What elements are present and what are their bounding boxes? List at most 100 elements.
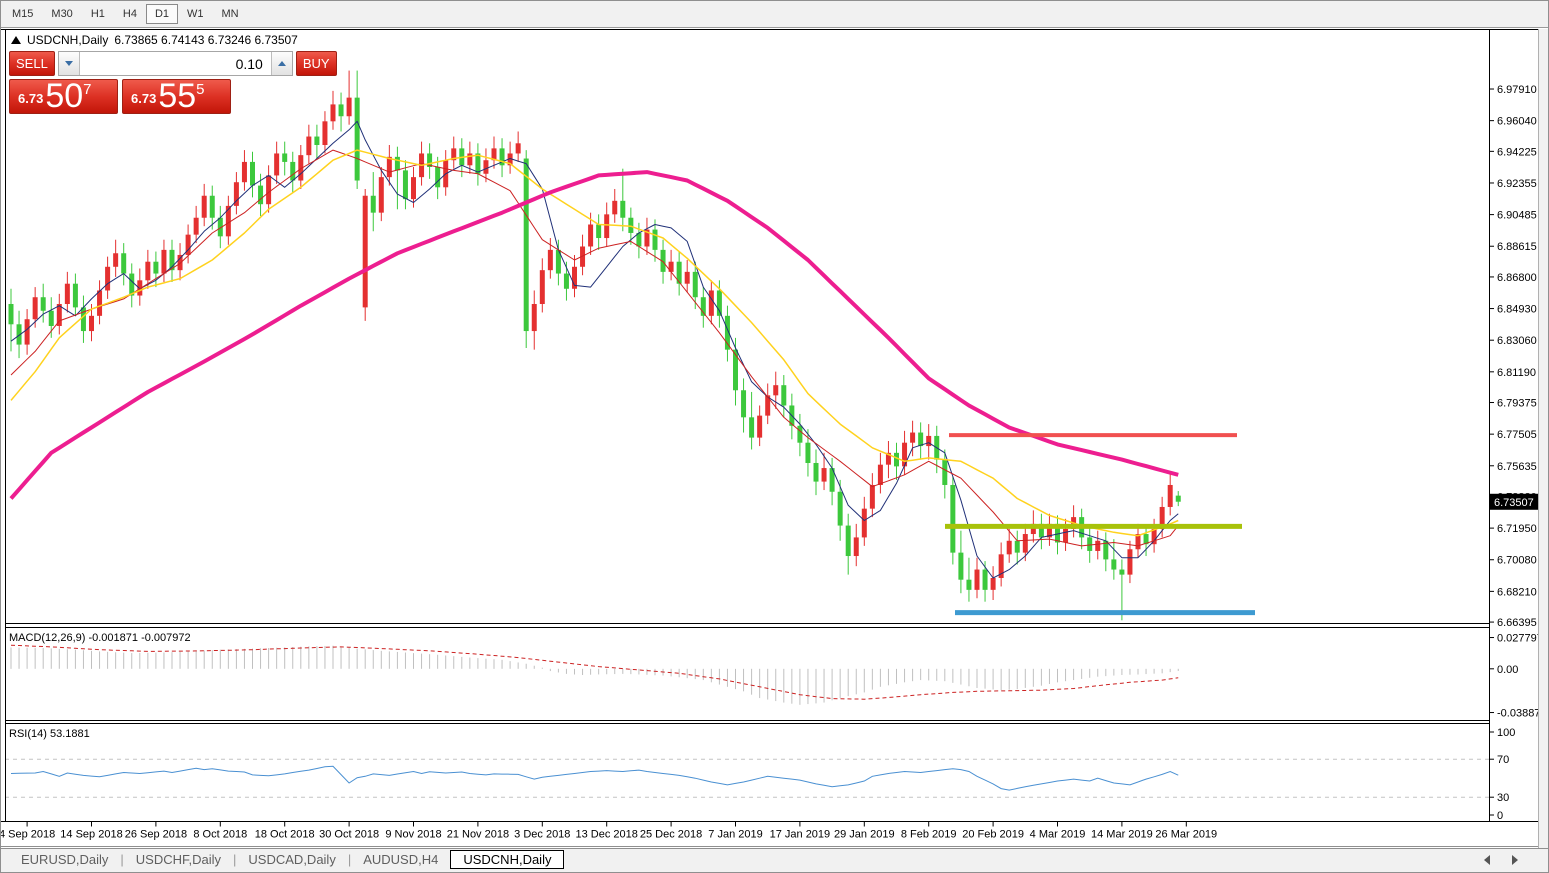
candle	[64, 283, 70, 304]
candle	[378, 177, 384, 213]
tab-eurusd-daily[interactable]: EURUSD,Daily	[21, 852, 109, 867]
candle	[32, 297, 38, 320]
price-tick-label: 6.84930	[1497, 304, 1537, 316]
candle	[1046, 523, 1052, 538]
sell-price-pip-digit: 7	[83, 81, 92, 98]
buy-price-pip-digit: 5	[196, 81, 205, 98]
candle	[716, 290, 722, 316]
timeframe-button-d1[interactable]: D1	[145, 4, 178, 24]
sell-price-display[interactable]: 6.73 50 7	[9, 79, 118, 114]
candle	[113, 253, 119, 267]
date-tick-label: 25 Dec 2018	[640, 829, 702, 841]
macd-axis: 0.027797 0.00 -0.038875	[1489, 633, 1547, 720]
candle	[169, 249, 175, 271]
date-tick-label: 4 Mar 2019	[1030, 829, 1086, 841]
price-tick-label: 6.79375	[1497, 398, 1537, 410]
date-tick-label: 8 Feb 2019	[901, 829, 957, 841]
candle	[483, 160, 489, 174]
tab-usdcnh-daily[interactable]: USDCNH,Daily	[450, 850, 565, 869]
macd-tick-label: 0.00	[1497, 664, 1518, 676]
candle	[539, 270, 545, 304]
price-axis: 6.97910 6.96040 6.94225 6.92355 6.90485 6.886…	[1489, 84, 1537, 629]
candle	[1159, 506, 1165, 529]
timeframe-button-w1[interactable]: W1	[178, 4, 213, 24]
candle	[781, 385, 787, 406]
tab-audusd-h4[interactable]: AUDUSD,H4	[363, 852, 439, 867]
date-tick-label: 13 Dec 2018	[576, 829, 638, 841]
tab-usdchf-daily[interactable]: USDCHF,Daily	[135, 852, 222, 867]
price-tick-label: 6.92355	[1497, 178, 1537, 190]
candle	[1030, 523, 1036, 535]
candle	[1006, 540, 1012, 555]
rsi-line	[10, 765, 1179, 791]
price-tick-label: 6.77505	[1497, 429, 1537, 441]
candle	[1103, 540, 1109, 560]
candle	[346, 97, 352, 117]
sell-button[interactable]: SELL	[9, 51, 55, 76]
tab-scroll-left-icon[interactable]	[1484, 855, 1490, 865]
candle	[974, 569, 980, 590]
tab-separator: |	[233, 852, 237, 867]
chart-canvas[interactable]: 6.97910 6.96040 6.94225 6.92355 6.90485 6.886…	[1, 1, 1549, 847]
buy-price-big-digits: 55	[158, 77, 197, 115]
tab-usdcad-daily[interactable]: USDCAD,Daily	[248, 852, 336, 867]
timeframe-button-m15[interactable]: M15	[3, 4, 42, 24]
candle	[233, 182, 239, 206]
candle	[958, 552, 964, 580]
candle	[411, 177, 416, 200]
fast-ma-line	[10, 120, 1179, 579]
macd-signal-line	[10, 644, 1179, 700]
tab-scroll-right-icon[interactable]	[1512, 855, 1518, 865]
timeframe-button-m30[interactable]: M30	[42, 4, 81, 24]
candle	[894, 452, 899, 467]
date-tick-label: 4 Sep 2018	[1, 829, 55, 841]
candle	[402, 170, 408, 200]
timeframe-button-mn[interactable]: MN	[213, 4, 248, 24]
candle	[1095, 540, 1101, 551]
candle	[153, 261, 159, 274]
candle	[692, 271, 698, 298]
candle	[797, 425, 803, 443]
candle	[684, 271, 690, 284]
candle	[427, 153, 433, 167]
candle	[1111, 559, 1117, 570]
price-tick-label: 6.75635	[1497, 461, 1537, 473]
candle	[668, 261, 674, 272]
candle	[724, 315, 730, 350]
candle	[877, 464, 883, 485]
rsi-indicator-label: RSI(14) 53.1881	[9, 728, 90, 740]
rsi-tick-label: 70	[1497, 754, 1509, 766]
candle	[612, 200, 618, 215]
timeframe-button-h4[interactable]: H4	[114, 4, 146, 24]
rsi-tick-label: 0	[1497, 810, 1503, 822]
timeframe-button-h1[interactable]: H1	[82, 4, 114, 24]
volume-decrease-button[interactable]	[58, 52, 80, 75]
candle	[467, 153, 473, 166]
price-tick-label: 6.83060	[1497, 335, 1537, 347]
buy-button[interactable]: BUY	[295, 51, 337, 76]
candle	[749, 417, 755, 438]
candle	[105, 266, 111, 291]
candle	[950, 484, 956, 553]
buy-price-display[interactable]: 6.73 55 5	[122, 79, 231, 114]
rsi-tick-label: 30	[1497, 792, 1509, 804]
candle	[97, 290, 103, 316]
collapse-triangle-icon[interactable]	[11, 36, 21, 44]
candle	[225, 205, 231, 237]
volume-input[interactable]	[79, 52, 271, 75]
price-tick-label: 6.71950	[1497, 523, 1537, 535]
candle	[386, 156, 392, 178]
candle	[547, 249, 553, 271]
candle	[708, 290, 714, 316]
candle	[451, 148, 457, 161]
date-tick-label: 14 Sep 2018	[60, 829, 122, 841]
candle	[24, 319, 30, 345]
date-tick-label: 26 Sep 2018	[125, 829, 187, 841]
buy-price-prefix: 6.73	[131, 91, 157, 106]
candle	[1063, 528, 1069, 543]
pane-borders	[1, 29, 1548, 847]
date-tick-label: 9 Nov 2018	[385, 829, 441, 841]
volume-increase-button[interactable]	[270, 52, 292, 75]
candle	[48, 310, 54, 326]
candle	[1127, 549, 1133, 575]
